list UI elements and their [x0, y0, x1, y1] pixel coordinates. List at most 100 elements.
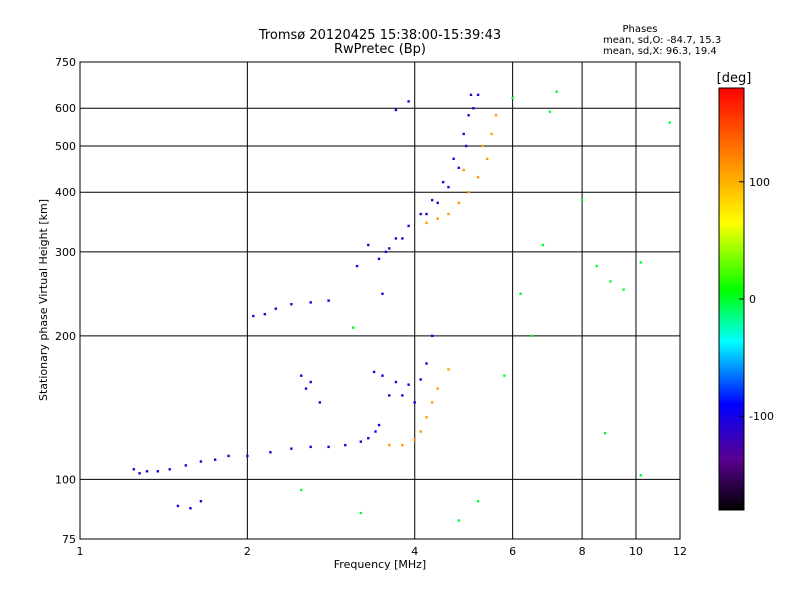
data-point — [145, 470, 149, 473]
x-tick-label: 2 — [244, 545, 251, 558]
y-tick-label: 400 — [55, 186, 76, 199]
x-axis-ticks: 1 2 4 6 8 10 12 — [77, 545, 688, 558]
data-point — [541, 243, 545, 247]
data-point — [639, 474, 642, 477]
data-point — [447, 212, 450, 216]
plot-area — [79, 61, 681, 540]
data-point — [447, 368, 450, 371]
data-point — [351, 326, 355, 329]
data-point — [304, 387, 308, 390]
data-point — [374, 430, 377, 433]
data-point — [457, 166, 460, 170]
data-point — [425, 221, 428, 225]
data-point — [290, 302, 293, 306]
data-point — [476, 500, 480, 503]
data-point — [485, 157, 489, 161]
data-point — [189, 507, 192, 510]
data-point — [300, 374, 303, 377]
data-point — [580, 198, 584, 202]
data-point — [413, 438, 416, 442]
data-point — [419, 378, 422, 381]
y-tick-label: 750 — [55, 56, 76, 69]
data-point — [464, 144, 468, 148]
data-point — [246, 454, 249, 458]
data-point — [168, 468, 171, 471]
data-point — [327, 445, 330, 449]
data-point — [447, 185, 450, 189]
data-point — [384, 250, 388, 254]
data-point — [609, 280, 612, 283]
colorbar-tick-label: -100 — [749, 410, 774, 423]
data-point — [436, 201, 439, 205]
data-point — [359, 440, 363, 443]
data-point — [467, 191, 470, 194]
data-point — [381, 374, 384, 377]
data-point — [430, 198, 434, 202]
data-point — [555, 90, 558, 93]
data-point — [430, 334, 434, 338]
data-point — [668, 121, 671, 124]
data-point — [184, 464, 188, 467]
data-point — [213, 458, 217, 461]
data-point — [413, 401, 416, 404]
data-point — [452, 157, 455, 161]
x-tick-label: 6 — [509, 545, 516, 558]
colorbar-ticks: 100 0 -100 — [739, 176, 774, 423]
data-point — [381, 292, 384, 295]
data-point — [476, 93, 480, 97]
y-tick-label: 75 — [62, 533, 76, 546]
data-point — [199, 460, 203, 463]
data-point — [595, 264, 598, 268]
data-point — [344, 443, 347, 447]
x-tick-label: 10 — [629, 545, 643, 558]
data-point — [388, 394, 391, 397]
stats-line-x: mean, sd,X: 96.3, 19.4 — [603, 46, 717, 57]
data-point — [462, 132, 465, 136]
data-point — [199, 500, 203, 503]
data-point — [476, 176, 480, 179]
data-point — [472, 107, 475, 110]
data-point — [494, 114, 498, 117]
data-point — [511, 96, 514, 100]
colorbar-tick-label: 100 — [749, 176, 770, 189]
data-point — [407, 383, 410, 386]
data-point — [367, 437, 370, 440]
data-point — [425, 362, 428, 365]
data-point — [419, 430, 422, 433]
data-point — [290, 447, 293, 450]
data-point — [359, 511, 363, 515]
data-point — [176, 504, 180, 508]
data-point — [367, 243, 370, 247]
data-point — [490, 132, 493, 136]
data-point — [441, 180, 445, 184]
data-point — [227, 454, 230, 458]
data-point — [622, 288, 625, 291]
grid-lines — [80, 62, 680, 539]
data-point — [252, 314, 255, 318]
data-point — [394, 108, 398, 112]
stats-line-o: mean, sd,O: -84.7, 15.3 — [603, 35, 721, 46]
data-point — [407, 100, 410, 103]
data-point — [388, 247, 391, 250]
y-axis-label: Stationary phase Virtual Height [km] — [37, 199, 50, 401]
data-point — [469, 93, 473, 97]
data-point — [467, 114, 470, 117]
data-point — [401, 443, 404, 447]
data-point — [401, 237, 404, 240]
data-point — [430, 401, 434, 404]
data-points — [132, 90, 671, 522]
data-point — [401, 394, 404, 397]
x-tick-label: 12 — [673, 545, 687, 558]
data-point — [519, 292, 522, 295]
data-point — [156, 470, 159, 473]
colorbar — [718, 87, 745, 511]
chart-subtitle: RwPretec (Bp) — [334, 42, 426, 57]
data-point — [377, 257, 381, 261]
data-point — [457, 201, 460, 205]
x-axis-label: Frequency [MHz] — [334, 558, 426, 571]
data-point — [481, 144, 484, 148]
data-point — [269, 451, 272, 454]
data-point — [394, 237, 398, 240]
data-point — [425, 212, 428, 216]
